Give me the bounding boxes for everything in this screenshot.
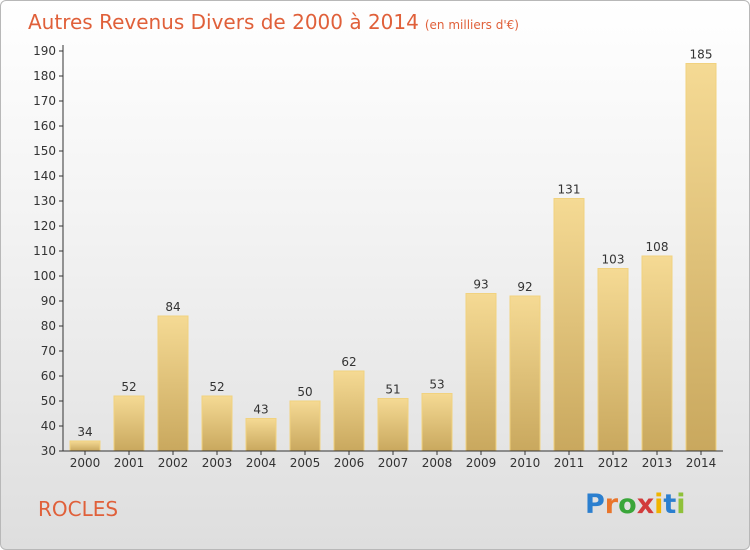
labels-group: 34 2000 52 2001 84 2002 52 2003 43 2004 50 2005 62 20… <box>33 44 716 470</box>
bar-value-label: 43 <box>253 403 268 417</box>
bar-2006 <box>333 370 365 452</box>
y-tick-label: 50 <box>41 394 56 408</box>
x-tick-label: 2004 <box>246 456 277 470</box>
y-tick-label: 80 <box>41 319 56 333</box>
logo-letter: i <box>676 489 686 520</box>
logo-letter: t <box>663 489 677 520</box>
bar-2008 <box>421 393 453 452</box>
y-tick-label: 170 <box>33 94 56 108</box>
bar-2001 <box>113 395 145 452</box>
x-tick-label: 2001 <box>114 456 145 470</box>
bar-value-label: 185 <box>690 48 713 62</box>
bar-2014 <box>685 63 717 452</box>
chart-title-text: Autres Revenus Divers de 2000 à 2014 <box>28 10 419 34</box>
logo-letter: o <box>618 489 637 520</box>
y-tick-label: 130 <box>33 194 56 208</box>
x-tick-label: 2010 <box>510 456 541 470</box>
x-tick-label: 2007 <box>378 456 409 470</box>
bar-value-label: 51 <box>385 383 400 397</box>
logo-letter: r <box>604 489 619 520</box>
y-tick-label: 90 <box>41 294 56 308</box>
x-tick-label: 2006 <box>334 456 365 470</box>
x-tick-label: 2014 <box>686 456 717 470</box>
bar-2007 <box>377 398 409 452</box>
bar-2013 <box>641 255 673 452</box>
bars-group <box>69 63 717 452</box>
y-tick-label: 140 <box>33 169 56 183</box>
bar-2011 <box>553 198 585 452</box>
x-tick-label: 2013 <box>642 456 673 470</box>
x-tick-label: 2008 <box>422 456 453 470</box>
x-tick-label: 2012 <box>598 456 629 470</box>
bar-value-label: 108 <box>646 240 669 254</box>
bar-2005 <box>289 400 321 452</box>
bar-2002 <box>157 315 189 452</box>
bar-value-label: 50 <box>297 385 312 399</box>
bar-value-label: 131 <box>558 183 581 197</box>
bar-2003 <box>201 395 233 452</box>
bar-value-label: 103 <box>602 253 625 267</box>
chart-unit: (en milliers d'€) <box>424 18 519 32</box>
logo-letter: P <box>585 489 605 520</box>
axes-group <box>59 45 723 455</box>
x-tick-label: 2000 <box>70 456 101 470</box>
bar-2012 <box>597 268 629 452</box>
bar-value-label: 62 <box>341 355 356 369</box>
y-tick-label: 120 <box>33 219 56 233</box>
bar-value-label: 52 <box>209 380 224 394</box>
y-tick-label: 110 <box>33 244 56 258</box>
x-tick-label: 2005 <box>290 456 321 470</box>
y-tick-label: 100 <box>33 269 56 283</box>
y-tick-label: 30 <box>41 444 56 458</box>
y-tick-label: 150 <box>33 144 56 158</box>
x-tick-label: 2011 <box>554 456 585 470</box>
y-tick-label: 160 <box>33 119 56 133</box>
bar-value-label: 52 <box>121 380 136 394</box>
y-tick-label: 60 <box>41 369 56 383</box>
bar-value-label: 34 <box>77 425 92 439</box>
bar-value-label: 84 <box>165 300 180 314</box>
y-tick-label: 70 <box>41 344 56 358</box>
y-tick-label: 180 <box>33 69 56 83</box>
bar-2009 <box>465 293 497 452</box>
logo-letter: x <box>636 489 655 520</box>
chart-title: Autres Revenus Divers de 2000 à 2014 (en … <box>28 10 519 34</box>
bar-value-label: 53 <box>429 378 444 392</box>
logo-letter: i <box>654 489 664 520</box>
x-tick-label: 2003 <box>202 456 233 470</box>
y-tick-label: 190 <box>33 44 56 58</box>
x-tick-label: 2009 <box>466 456 497 470</box>
bar-2010 <box>509 295 541 452</box>
bar-2000 <box>69 440 101 452</box>
bar-value-label: 93 <box>473 278 488 292</box>
bar-value-label: 92 <box>517 280 532 294</box>
bar-2004 <box>245 418 277 452</box>
proxiti-logo: Proxiti <box>585 489 686 520</box>
x-tick-label: 2002 <box>158 456 189 470</box>
y-tick-label: 40 <box>41 419 56 433</box>
town-name: ROCLES <box>38 497 119 521</box>
